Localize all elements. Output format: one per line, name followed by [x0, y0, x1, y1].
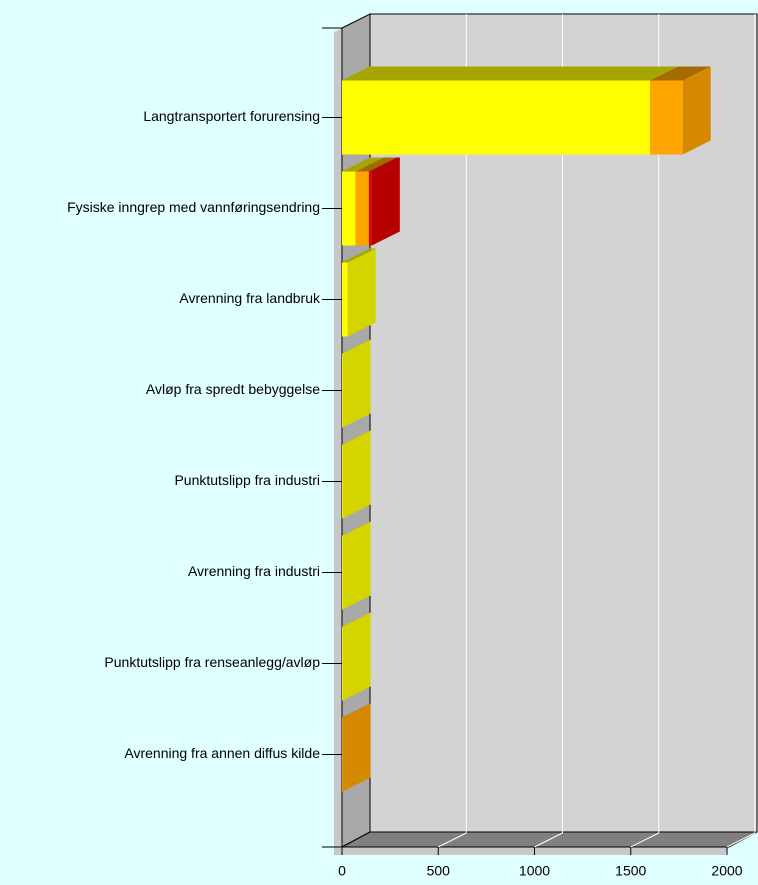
y-tick-label: Punktutslipp fra renseanlegg/avløp [104, 654, 320, 670]
bar [342, 80, 650, 155]
bar-top [650, 66, 711, 81]
bar-top [342, 248, 376, 263]
bar [342, 353, 343, 428]
y-tick-label: Fysiske inngrep med vannføringsendring [67, 199, 320, 215]
bar-side [342, 339, 371, 428]
bar [342, 717, 343, 792]
bar-top [342, 339, 371, 354]
bar-top [342, 521, 371, 536]
bar [342, 444, 343, 519]
y-tick-label: Avrenning fra industri [188, 563, 320, 579]
bar-top [342, 703, 371, 718]
floor-grid-line [534, 832, 563, 848]
y-tick-label: Avrenning fra annen diffus kilde [124, 745, 320, 761]
bar-side [682, 66, 711, 155]
x-tick-label: 1500 [615, 863, 646, 879]
bar [342, 262, 348, 337]
bar [342, 535, 343, 610]
bar-top [355, 157, 397, 172]
y-tick-label: Avløp fra spredt bebyggelse [146, 381, 320, 397]
bar-side [342, 521, 371, 610]
bar [368, 171, 372, 246]
bar [355, 171, 369, 246]
bar-side [342, 612, 371, 701]
y-tick-label: Punktutslipp fra industri [174, 472, 320, 488]
x-tick-label: 500 [427, 863, 451, 879]
y-tick-label: Langtransportert forurensing [143, 108, 320, 124]
bar [342, 626, 343, 701]
x-tick-label: 0 [338, 863, 346, 879]
bar-side [342, 703, 371, 792]
x-tick-label: 2000 [711, 863, 742, 879]
x-tick-label: 1000 [519, 863, 550, 879]
bar-side [347, 248, 376, 337]
y-tick-label: Avrenning fra landbruk [179, 290, 321, 306]
bar-top [368, 157, 400, 172]
floor-grid-line [438, 832, 467, 848]
bar-top [342, 612, 371, 627]
bar-top [342, 430, 371, 445]
bar-top [342, 66, 678, 81]
floor-grid-line [726, 832, 756, 848]
floor-grid-line [630, 832, 659, 848]
bar-top [342, 157, 384, 172]
bar [650, 80, 683, 155]
bar-side [371, 157, 400, 246]
bar [342, 171, 356, 246]
bar-side [342, 430, 371, 519]
